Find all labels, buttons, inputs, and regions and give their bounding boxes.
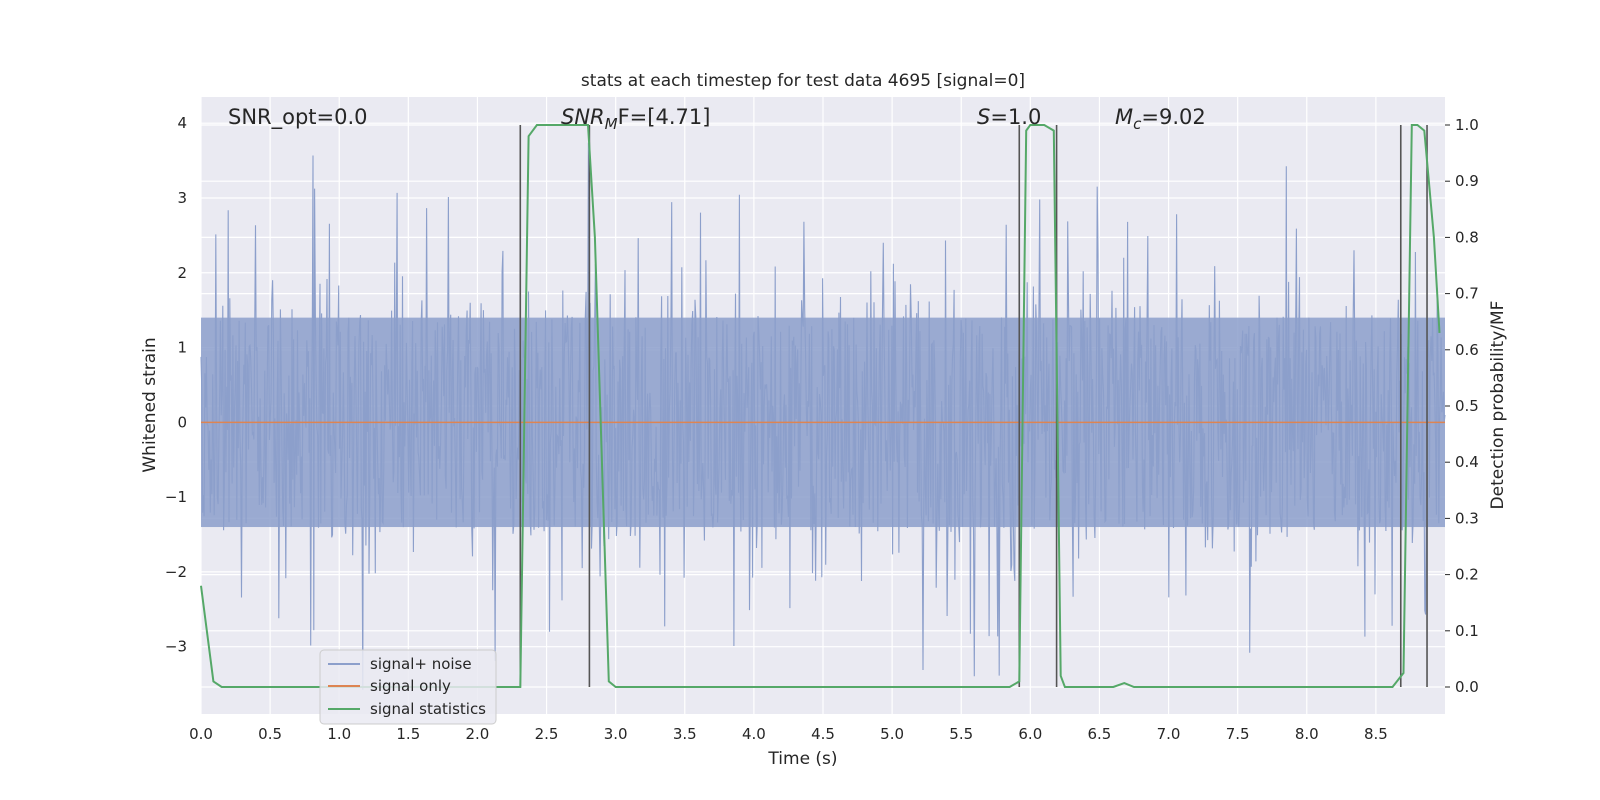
- annotation-s: S=1.0: [977, 105, 1041, 129]
- y-tick-label-right: 0.1: [1455, 622, 1479, 640]
- x-tick-label: 3.0: [604, 725, 628, 743]
- legend-label-signal-only: signal only: [370, 677, 451, 695]
- y-tick-label-right: 0.2: [1455, 566, 1479, 584]
- x-tick-label: 6.5: [1088, 725, 1112, 743]
- x-tick-label: 7.5: [1226, 725, 1250, 743]
- x-tick-label: 1.5: [396, 725, 420, 743]
- y-ticks-right: 0.0 0.1 0.2 0.3 0.4 0.5 0.6 0.7 0.8 0.9 1.0: [1445, 116, 1479, 696]
- annotation-snr-opt: SNR_opt=0.0: [228, 105, 368, 130]
- y-tick-label-right: 0.3: [1455, 509, 1479, 527]
- x-axis-title: Time (s): [767, 749, 837, 769]
- mc-sub: c: [1133, 115, 1142, 133]
- y-tick-label-left: 1: [177, 339, 187, 357]
- x-tick-label: 8.0: [1295, 725, 1319, 743]
- annotation-snr-mf: SNRMF=[4.71]: [561, 105, 710, 133]
- x-tick-label: 0.5: [258, 725, 282, 743]
- y-tick-label-left: −1: [165, 488, 187, 506]
- y-tick-label-right: 0.6: [1455, 341, 1479, 359]
- x-tick-label: 5.0: [880, 725, 904, 743]
- y-tick-label-left: 0: [177, 413, 187, 431]
- legend-label-noise: signal+ noise: [370, 655, 472, 673]
- y-tick-label-right: 0.8: [1455, 228, 1479, 246]
- y-tick-label-left: −3: [165, 638, 187, 656]
- legend: signal+ noise signal only signal statist…: [319, 649, 497, 725]
- y-tick-label-right: 0.4: [1455, 453, 1479, 471]
- x-tick-label: 1.0: [327, 725, 351, 743]
- y-tick-label-right: 0.0: [1455, 678, 1479, 696]
- s-rest: =1.0: [990, 105, 1041, 129]
- x-tick-label: 3.5: [673, 725, 697, 743]
- annotation-mc: Mc=9.02: [1115, 105, 1206, 133]
- x-tick-label: 8.5: [1364, 725, 1388, 743]
- snr-mf-base: SNR: [561, 105, 605, 129]
- y-ticks-left: −3 −2 −1 0 1 2 3 4: [165, 114, 187, 656]
- x-tick-label: 0.0: [189, 725, 213, 743]
- y-tick-label-left: 2: [177, 264, 187, 282]
- mc-rest: =9.02: [1141, 105, 1205, 129]
- signal-statistics-line: [200, 124, 1441, 688]
- snr-mf-rest: F=[4.71]: [618, 105, 711, 129]
- x-tick-label: 4.0: [742, 725, 766, 743]
- x-tick-label: 2.0: [466, 725, 490, 743]
- y-tick-label-right: 0.9: [1455, 172, 1479, 190]
- chart-title: stats at each timestep for test data 469…: [581, 71, 1025, 91]
- x-tick-label: 7.0: [1157, 725, 1181, 743]
- y-tick-label-left: 4: [177, 114, 187, 132]
- y-tick-label-right: 0.5: [1455, 397, 1479, 415]
- s-base: S: [977, 105, 990, 129]
- legend-box: [319, 649, 497, 725]
- y-axis-title-left: Whitened strain: [140, 337, 160, 472]
- marker-lines: [519, 125, 1428, 687]
- y-tick-label-right: 1.0: [1455, 116, 1479, 134]
- x-tick-label: 4.5: [811, 725, 835, 743]
- x-tick-label: 2.5: [535, 725, 559, 743]
- x-tick-label: 5.5: [949, 725, 973, 743]
- x-ticks: 0.0 0.5 1.0 1.5 2.0 2.5 3.0 3.5 4.0 4.5 5.0 5.5 6.0 6…: [189, 725, 1388, 743]
- y-tick-label-left: −2: [165, 563, 187, 581]
- snr-mf-sub: M: [605, 115, 618, 133]
- mc-base: M: [1115, 105, 1133, 129]
- noise-trace: [200, 142, 1446, 690]
- y-axis-title-right: Detection probability/MF: [1488, 301, 1508, 510]
- legend-label-statistics: signal statistics: [370, 700, 486, 718]
- y-tick-label-right: 0.7: [1455, 285, 1479, 303]
- y-tick-label-left: 3: [177, 189, 187, 207]
- x-tick-label: 6.0: [1018, 725, 1042, 743]
